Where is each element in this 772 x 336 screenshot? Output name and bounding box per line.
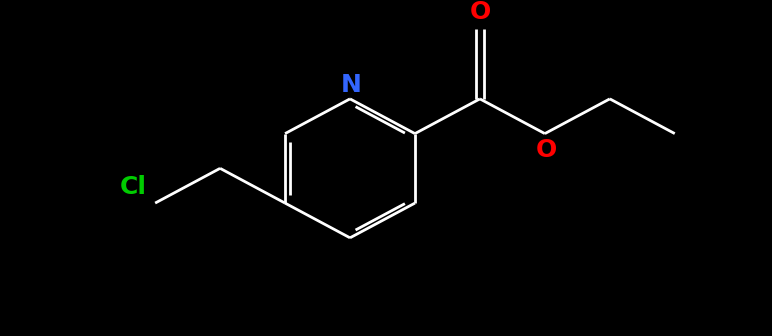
Text: O: O bbox=[469, 0, 490, 24]
Text: Cl: Cl bbox=[120, 175, 147, 199]
Text: N: N bbox=[340, 73, 361, 97]
Text: O: O bbox=[537, 138, 557, 162]
